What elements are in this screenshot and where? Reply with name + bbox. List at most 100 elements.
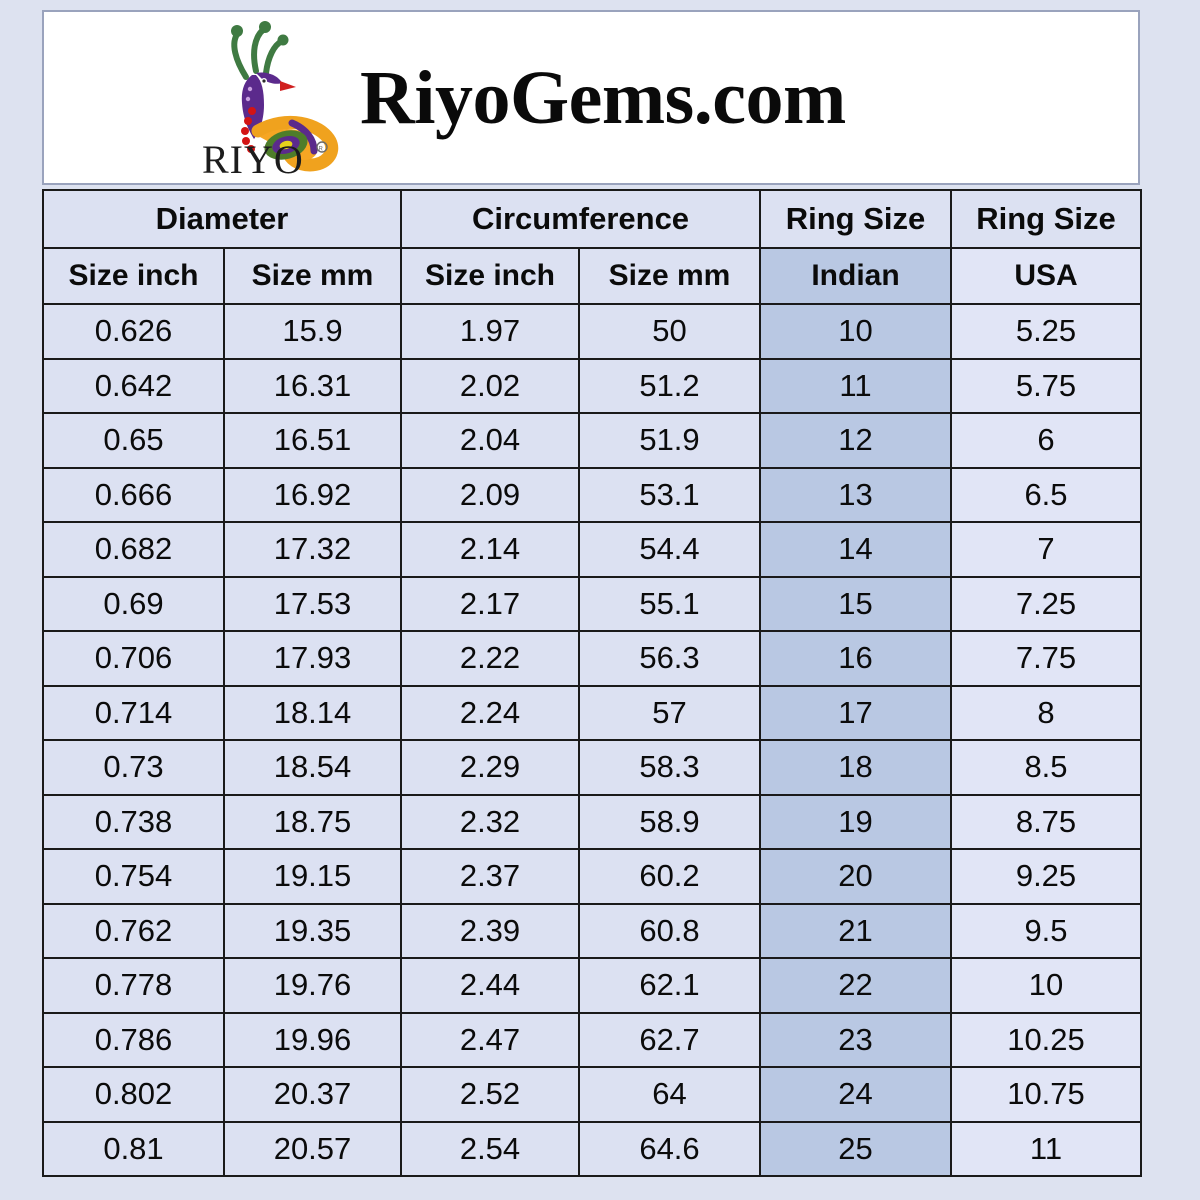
cell-diameter-inch: 0.706 <box>42 630 225 687</box>
cell-ring-size-usa: 7.25 <box>950 575 1142 632</box>
table-row: 0.69 17.53 2.17 55.1 15 7.25 <box>42 575 1142 632</box>
cell-circumference-inch: 2.02 <box>400 357 580 414</box>
cell-circumference-inch: 2.22 <box>400 630 580 687</box>
cell-ring-size-usa: 10 <box>950 957 1142 1014</box>
ring-size-table: Diameter Circumference Ring Size Ring Si… <box>42 189 1142 1177</box>
cell-diameter-mm: 18.54 <box>223 739 402 796</box>
cell-ring-size-usa: 10.75 <box>950 1066 1142 1123</box>
cell-ring-size-usa: 8.5 <box>950 739 1142 796</box>
cell-diameter-inch: 0.738 <box>42 793 225 850</box>
cell-diameter-inch: 0.714 <box>42 684 225 741</box>
riyo-peacock-paisley-logo-icon: RIYO R <box>194 19 344 177</box>
cell-diameter-mm: 16.31 <box>223 357 402 414</box>
group-header-diameter: Diameter <box>42 189 402 249</box>
group-header-ring-size-indian: Ring Size <box>759 189 952 249</box>
cell-diameter-inch: 0.754 <box>42 848 225 905</box>
cell-circumference-inch: 2.47 <box>400 1011 580 1068</box>
cell-circumference-inch: 2.14 <box>400 521 580 578</box>
cell-diameter-inch: 0.762 <box>42 902 225 959</box>
cell-diameter-mm: 15.9 <box>223 303 402 360</box>
group-header-ring-size-usa: Ring Size <box>950 189 1142 249</box>
cell-circumference-mm: 56.3 <box>578 630 761 687</box>
cell-ring-size-usa: 7.75 <box>950 630 1142 687</box>
cell-diameter-inch: 0.682 <box>42 521 225 578</box>
cell-diameter-mm: 20.57 <box>223 1120 402 1177</box>
brand-header: RIYO R RiyoGems.com <box>42 10 1140 185</box>
cell-ring-size-indian: 10 <box>759 303 952 360</box>
cell-diameter-mm: 19.35 <box>223 902 402 959</box>
cell-circumference-inch: 2.52 <box>400 1066 580 1123</box>
cell-diameter-mm: 16.51 <box>223 412 402 469</box>
cell-diameter-mm: 18.75 <box>223 793 402 850</box>
cell-circumference-inch: 2.37 <box>400 848 580 905</box>
cell-diameter-mm: 19.96 <box>223 1011 402 1068</box>
cell-ring-size-indian: 24 <box>759 1066 952 1123</box>
cell-ring-size-indian: 14 <box>759 521 952 578</box>
cell-diameter-inch: 0.642 <box>42 357 225 414</box>
group-header-circumference: Circumference <box>400 189 761 249</box>
sub-header-diameter-mm: Size mm <box>223 247 402 305</box>
cell-circumference-mm: 64 <box>578 1066 761 1123</box>
cell-diameter-mm: 17.53 <box>223 575 402 632</box>
table-row: 0.65 16.51 2.04 51.9 12 6 <box>42 412 1142 469</box>
cell-ring-size-usa: 5.75 <box>950 357 1142 414</box>
table-row: 0.626 15.9 1.97 50 10 5.25 <box>42 303 1142 360</box>
cell-circumference-inch: 1.97 <box>400 303 580 360</box>
cell-circumference-mm: 64.6 <box>578 1120 761 1177</box>
cell-ring-size-indian: 13 <box>759 466 952 523</box>
table-row: 0.706 17.93 2.22 56.3 16 7.75 <box>42 630 1142 687</box>
sub-header-usa: USA <box>950 247 1142 305</box>
cell-ring-size-indian: 22 <box>759 957 952 1014</box>
cell-ring-size-usa: 8.75 <box>950 793 1142 850</box>
sub-header-circumference-inch: Size inch <box>400 247 580 305</box>
cell-circumference-mm: 55.1 <box>578 575 761 632</box>
cell-ring-size-usa: 6.5 <box>950 466 1142 523</box>
cell-circumference-inch: 2.04 <box>400 412 580 469</box>
table-row: 0.642 16.31 2.02 51.2 11 5.75 <box>42 357 1142 414</box>
cell-diameter-mm: 20.37 <box>223 1066 402 1123</box>
cell-diameter-inch: 0.778 <box>42 957 225 1014</box>
table-row: 0.738 18.75 2.32 58.9 19 8.75 <box>42 793 1142 850</box>
table-row: 0.81 20.57 2.54 64.6 25 11 <box>42 1120 1142 1177</box>
table-row: 0.786 19.96 2.47 62.7 23 10.25 <box>42 1011 1142 1068</box>
cell-ring-size-indian: 17 <box>759 684 952 741</box>
cell-diameter-inch: 0.786 <box>42 1011 225 1068</box>
cell-circumference-inch: 2.44 <box>400 957 580 1014</box>
cell-circumference-mm: 62.1 <box>578 957 761 1014</box>
cell-ring-size-usa: 9.25 <box>950 848 1142 905</box>
cell-ring-size-usa: 7 <box>950 521 1142 578</box>
cell-diameter-mm: 17.93 <box>223 630 402 687</box>
cell-ring-size-usa: 9.5 <box>950 902 1142 959</box>
cell-diameter-mm: 18.14 <box>223 684 402 741</box>
cell-ring-size-indian: 20 <box>759 848 952 905</box>
cell-ring-size-indian: 23 <box>759 1011 952 1068</box>
ring-size-table-body: 0.626 15.9 1.97 50 10 5.25 0.642 16.31 2.02 51.2 1… <box>42 303 1142 1177</box>
table-group-header-row: Diameter Circumference Ring Size Ring Si… <box>42 189 1142 249</box>
cell-ring-size-indian: 11 <box>759 357 952 414</box>
table-row: 0.682 17.32 2.14 54.4 14 7 <box>42 521 1142 578</box>
cell-ring-size-indian: 21 <box>759 902 952 959</box>
cell-circumference-inch: 2.09 <box>400 466 580 523</box>
cell-circumference-inch: 2.17 <box>400 575 580 632</box>
cell-circumference-mm: 50 <box>578 303 761 360</box>
cell-circumference-mm: 54.4 <box>578 521 761 578</box>
brand-title: RiyoGems.com <box>360 55 846 140</box>
svg-text:RIYO: RIYO <box>202 137 304 177</box>
table-row: 0.714 18.14 2.24 57 17 8 <box>42 684 1142 741</box>
cell-ring-size-usa: 5.25 <box>950 303 1142 360</box>
cell-circumference-inch: 2.54 <box>400 1120 580 1177</box>
cell-diameter-mm: 17.32 <box>223 521 402 578</box>
sub-header-circumference-mm: Size mm <box>578 247 761 305</box>
cell-circumference-mm: 57 <box>578 684 761 741</box>
cell-circumference-mm: 53.1 <box>578 466 761 523</box>
cell-diameter-inch: 0.666 <box>42 466 225 523</box>
cell-ring-size-indian: 18 <box>759 739 952 796</box>
cell-circumference-mm: 60.2 <box>578 848 761 905</box>
cell-ring-size-indian: 15 <box>759 575 952 632</box>
cell-diameter-mm: 16.92 <box>223 466 402 523</box>
cell-ring-size-indian: 25 <box>759 1120 952 1177</box>
cell-ring-size-indian: 12 <box>759 412 952 469</box>
cell-circumference-mm: 51.9 <box>578 412 761 469</box>
cell-circumference-inch: 2.24 <box>400 684 580 741</box>
sub-header-diameter-inch: Size inch <box>42 247 225 305</box>
